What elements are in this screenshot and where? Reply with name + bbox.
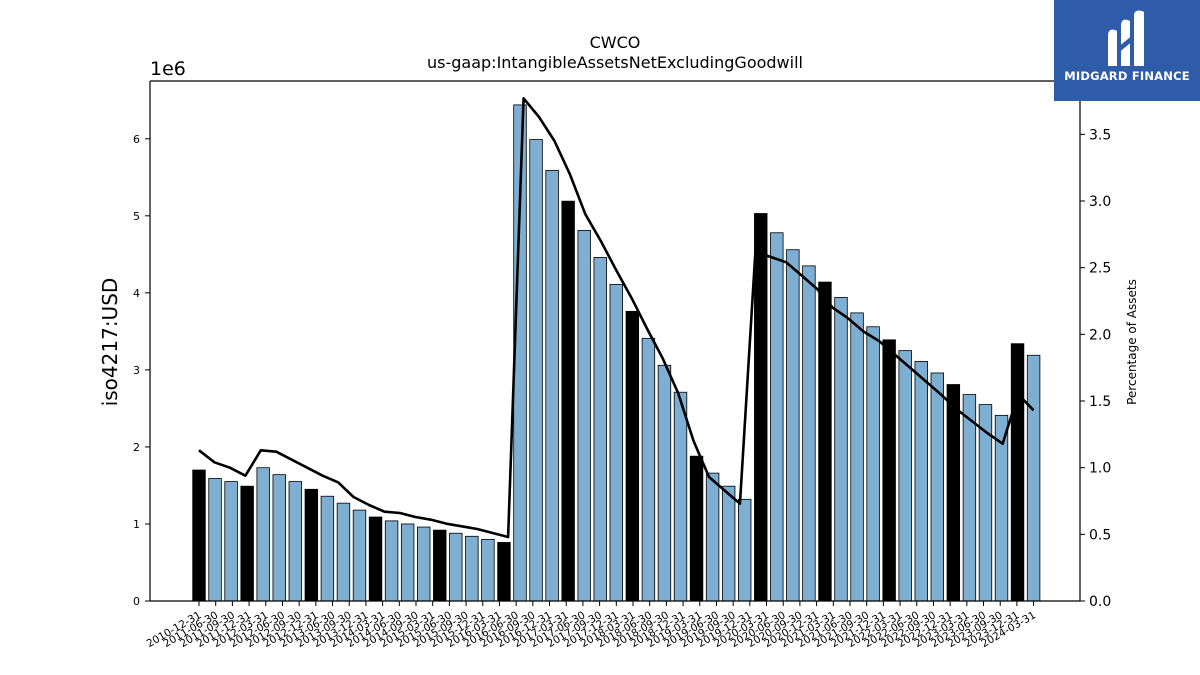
logo-mark-icon [1108, 10, 1144, 67]
y-tick-label-5: 5 [133, 210, 140, 223]
bar-39 [818, 281, 832, 602]
bar-11 [368, 516, 383, 602]
bar-28 [641, 337, 656, 602]
y-axis-label: iso4217:USD [98, 278, 122, 407]
bar-42 [866, 326, 880, 602]
bar-9 [336, 502, 351, 602]
bar-8 [320, 495, 335, 602]
y-ticks: 0 1 2 3 4 5 6 [133, 133, 150, 608]
percentage-line [198, 97, 1035, 539]
y2-tick-label-1.5: 1.5 [1089, 394, 1111, 410]
y-scale-label: 1e6 [150, 58, 186, 80]
y2-tick-label-1.0: 1.0 [1089, 461, 1111, 477]
x-ticks: 2010-12-312011-06-302011-09-302011-12-31… [145, 601, 1038, 650]
bar-12 [384, 520, 399, 602]
bar-40 [834, 297, 848, 602]
bar-6 [288, 481, 303, 602]
bar-38 [802, 265, 816, 602]
y2-tick-label-0.5: 0.5 [1089, 527, 1111, 543]
bar-35 [754, 213, 768, 602]
bar-3 [240, 485, 254, 602]
chart-title: CWCO [590, 33, 641, 52]
y2-tick-label-0.0: 0.0 [1089, 594, 1111, 610]
bar-16 [449, 532, 463, 602]
bar-14 [416, 526, 431, 602]
bar-1 [208, 478, 222, 602]
bar-26 [609, 283, 624, 602]
logo-text: MIDGARD FINANCE [1064, 69, 1190, 83]
bar-10 [352, 509, 367, 602]
bar-13 [400, 523, 415, 602]
bar-7 [304, 488, 319, 602]
bar-51 [1010, 343, 1025, 602]
bar-34 [738, 498, 752, 602]
bar-17 [465, 535, 479, 602]
y-tick-label-3: 3 [133, 364, 140, 377]
y2-ticks: 0.0 0.5 1.0 1.5 2.0 2.5 3.0 3.5 [1080, 127, 1111, 610]
y-tick-label-6: 6 [133, 133, 140, 146]
bar-45 [914, 361, 928, 602]
bar-47 [946, 384, 961, 602]
bar-32 [705, 472, 720, 602]
bar-15 [433, 529, 447, 602]
y2-tick-label-3.5: 3.5 [1089, 127, 1111, 143]
bar-23 [561, 200, 575, 602]
bar-44 [898, 350, 912, 602]
bar-46 [930, 372, 945, 602]
bar-24 [577, 230, 591, 602]
bar-2 [224, 481, 238, 602]
bar-29 [657, 364, 672, 602]
y-tick-label-2: 2 [133, 441, 140, 454]
y2-axis-label: Percentage of Assets [1125, 279, 1139, 405]
bar-30 [673, 391, 688, 602]
midgard-finance-logo: MIDGARD FINANCE [1054, 0, 1200, 101]
bar-5 [272, 474, 286, 602]
axes-group [149, 80, 1081, 602]
bar-33 [721, 485, 736, 602]
bar-0 [192, 469, 206, 602]
bar-4 [256, 467, 270, 602]
bar-52 [1026, 354, 1041, 602]
bar-21 [529, 139, 543, 602]
bar-36 [770, 232, 784, 602]
line-group [198, 97, 1035, 539]
bar-25 [593, 257, 607, 602]
y2-tick-label-3.0: 3.0 [1089, 194, 1111, 210]
bar-27 [625, 310, 640, 602]
bar-18 [481, 538, 495, 602]
y-tick-label-4: 4 [133, 287, 140, 300]
y-tick-label-0: 0 [133, 595, 140, 608]
bar-48 [962, 394, 977, 602]
bar-37 [786, 249, 800, 602]
bar-31 [689, 455, 704, 602]
bars-group [192, 104, 1041, 602]
bar-43 [882, 339, 896, 602]
bar-22 [545, 169, 559, 602]
y2-tick-label-2.0: 2.0 [1089, 327, 1111, 343]
chart-subtitle: us-gaap:IntangibleAssetsNetExcludingGood… [427, 53, 803, 72]
y-tick-label-1: 1 [133, 518, 140, 531]
bar-41 [850, 312, 864, 602]
y2-tick-label-2.5: 2.5 [1089, 261, 1111, 277]
bar-19 [497, 542, 511, 602]
